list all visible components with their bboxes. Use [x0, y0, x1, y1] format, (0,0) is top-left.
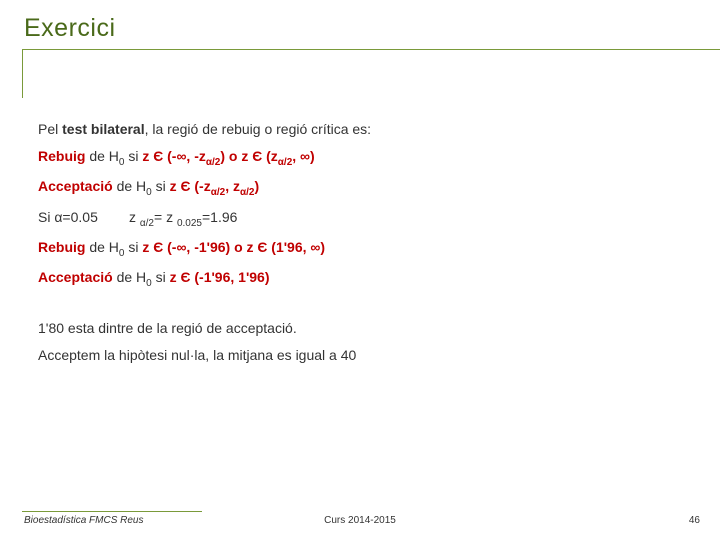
- paragraph-conclusion-1: 1'80 esta dintre de la regió de acceptac…: [38, 317, 680, 340]
- text: de H: [113, 269, 146, 285]
- text: si: [152, 178, 170, 194]
- label-acceptacio: Acceptació: [38, 269, 113, 285]
- label-acceptacio: Acceptació: [38, 178, 113, 194]
- sub: α/2: [206, 157, 221, 168]
- text: de H: [85, 239, 118, 255]
- label-rebuig: Rebuig: [38, 148, 85, 164]
- sub: 0.025: [177, 217, 202, 228]
- text: 1'80 esta dintre de la regió de acceptac…: [38, 320, 297, 336]
- rule-vertical: [22, 49, 23, 98]
- content: Pel test bilateral, la regió de rebuig o…: [0, 52, 720, 367]
- text: Si α=0.05: [38, 209, 98, 225]
- sub: α/2: [140, 217, 154, 228]
- text: z: [129, 209, 140, 225]
- text: si: [152, 269, 170, 285]
- text: Pel: [38, 121, 62, 137]
- paragraph-intro: Pel test bilateral, la regió de rebuig o…: [38, 118, 680, 141]
- sub: α/2: [240, 187, 255, 198]
- text: , la regió de rebuig o regió crítica es:: [145, 121, 371, 137]
- line-acceptacio-2: Acceptació de H0 si z Є (-1'96, 1'96): [38, 266, 680, 292]
- title-block: Exercici: [0, 0, 720, 43]
- slide-title: Exercici: [24, 14, 116, 42]
- expr: , ∞): [292, 148, 314, 164]
- slide-number: 46: [689, 515, 700, 526]
- text: de H: [85, 148, 118, 164]
- line-rebuig-2: Rebuig de H0 si z Є (-∞, -1'96) o z Є (1…: [38, 236, 680, 262]
- sub: α/2: [211, 187, 226, 198]
- expr: z Є (-∞, -1'96) o z Є (1'96, ∞): [142, 239, 325, 255]
- text: Acceptem la hipòtesi nul·la, la mitjana …: [38, 347, 356, 363]
- footer-center: Curs 2014-2015: [324, 515, 396, 526]
- expr: ): [254, 178, 259, 194]
- expr: z Є (-∞, -z: [142, 148, 206, 164]
- expr: ) o z Є (z: [220, 148, 277, 164]
- expr: , z: [225, 178, 240, 194]
- text: = z: [154, 209, 177, 225]
- sub: α/2: [278, 157, 293, 168]
- text: =1.96: [202, 209, 237, 225]
- footer-rule: [22, 511, 202, 512]
- text-bold: test bilateral: [62, 121, 144, 137]
- footer-left: Bioestadística FMCS Reus: [24, 515, 144, 526]
- expr: z Є (-1'96, 1'96): [170, 269, 270, 285]
- line-acceptacio-1: Acceptació de H0 si z Є (-zα/2, zα/2): [38, 175, 680, 201]
- text: de H: [113, 178, 146, 194]
- paragraph-alpha: Si α=0.05 z α/2= z 0.025=1.96: [38, 206, 680, 232]
- slide: { "colors": { "title": "#4a6a1a", "rule"…: [0, 0, 720, 540]
- text: si: [124, 148, 142, 164]
- title-rule: [0, 49, 720, 52]
- label-rebuig: Rebuig: [38, 239, 85, 255]
- rule-horizontal: [22, 49, 720, 50]
- expr: z Є (-z: [170, 178, 211, 194]
- line-rebuig-1: Rebuig de H0 si z Є (-∞, -zα/2) o z Є (z…: [38, 145, 680, 171]
- paragraph-conclusion-2: Acceptem la hipòtesi nul·la, la mitjana …: [38, 344, 680, 367]
- text: si: [124, 239, 142, 255]
